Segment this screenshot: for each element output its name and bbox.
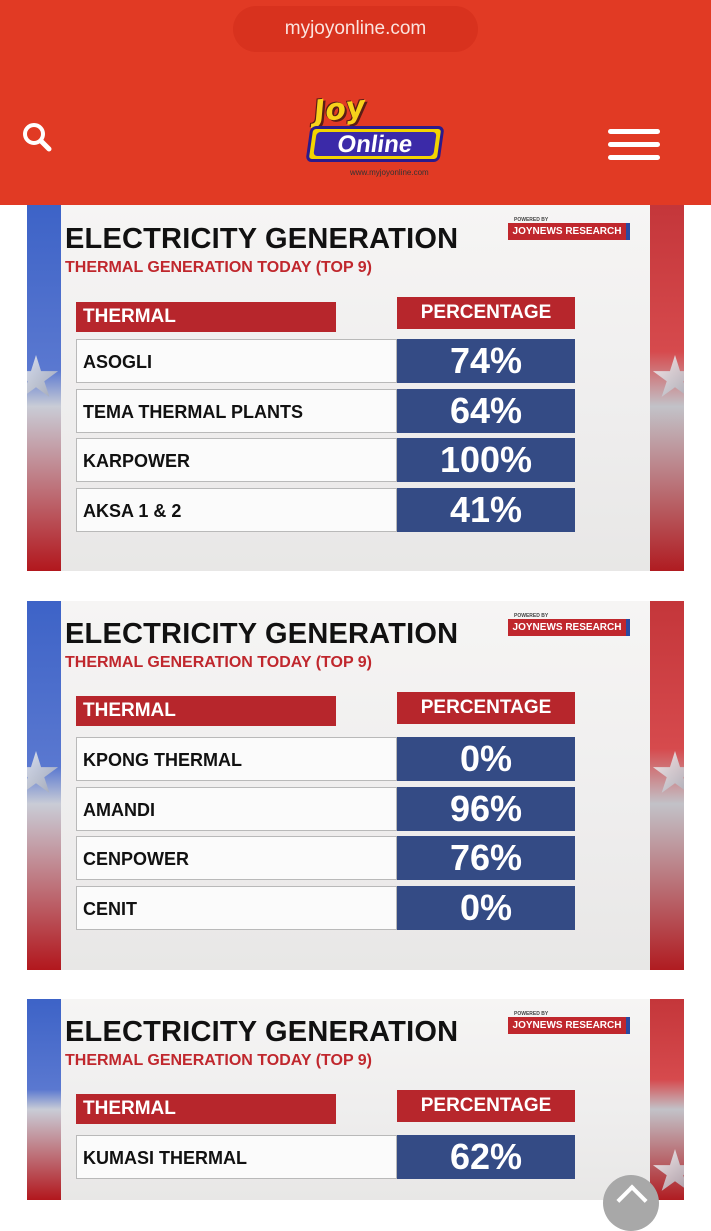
logo-joy-text: Joy xyxy=(312,89,368,130)
logo-url: www.myjoyonline.com xyxy=(350,168,429,177)
hamburger-menu-icon[interactable] xyxy=(608,125,662,165)
joy-online-logo[interactable]: Joy Online www.myjoyonline.com xyxy=(304,89,454,184)
percentage-column-header: PERCENTAGE xyxy=(397,1090,575,1122)
plant-percentage: 0% xyxy=(397,886,575,930)
thermal-column-header: THERMAL xyxy=(76,302,336,332)
powered-by-label: POWERED BY xyxy=(514,217,549,223)
joynews-research-badge: JOYNEWS RESEARCH xyxy=(508,223,630,240)
infographic-card-1: ELECTRICITY GENERATION THERMAL GENERATIO… xyxy=(27,205,684,571)
plant-name: KUMASI THERMAL xyxy=(76,1135,397,1179)
percentage-column-header: PERCENTAGE xyxy=(397,692,575,724)
card-title: ELECTRICITY GENERATION xyxy=(65,1016,459,1048)
powered-by-label: POWERED BY xyxy=(514,1011,549,1017)
plant-name: KARPOWER xyxy=(76,438,397,482)
card-title: ELECTRICITY GENERATION xyxy=(65,223,459,255)
plant-percentage: 74% xyxy=(397,339,575,383)
plant-percentage: 41% xyxy=(397,488,575,532)
thermal-column-header: THERMAL xyxy=(76,696,336,726)
table-row: KPONG THERMAL 0% xyxy=(76,737,575,781)
table-row: AKSA 1 & 2 41% xyxy=(76,488,575,532)
infographic-card-2: ELECTRICITY GENERATION THERMAL GENERATIO… xyxy=(27,601,684,970)
plant-percentage: 64% xyxy=(397,389,575,433)
plant-percentage: 62% xyxy=(397,1135,575,1179)
logo-online-box: Online xyxy=(305,126,445,162)
plant-name: CENPOWER xyxy=(76,836,397,880)
table-row: KARPOWER 100% xyxy=(76,438,575,482)
url-bar[interactable]: myjoyonline.com xyxy=(233,6,478,52)
card-subtitle: THERMAL GENERATION TODAY (TOP 9) xyxy=(65,1052,373,1069)
chevron-up-icon[interactable] xyxy=(603,1175,659,1231)
plant-name: CENIT xyxy=(76,886,397,930)
site-header: myjoyonline.com Joy Online www.myjoyonli… xyxy=(0,0,711,205)
thermal-column-header: THERMAL xyxy=(76,1094,336,1124)
table-row: ASOGLI 74% xyxy=(76,339,575,383)
joynews-research-badge: JOYNEWS RESEARCH xyxy=(508,1017,630,1034)
logo-online-text: Online xyxy=(313,131,437,158)
percentage-column-header: PERCENTAGE xyxy=(397,297,575,329)
table-row: CENIT 0% xyxy=(76,886,575,930)
plant-percentage: 100% xyxy=(397,438,575,482)
plant-name: AKSA 1 & 2 xyxy=(76,488,397,532)
joynews-research-badge: JOYNEWS RESEARCH xyxy=(508,619,630,636)
table-row: AMANDI 96% xyxy=(76,787,575,831)
search-icon[interactable] xyxy=(18,118,58,158)
card-subtitle: THERMAL GENERATION TODAY (TOP 9) xyxy=(65,259,373,276)
plant-name: TEMA THERMAL PLANTS xyxy=(76,389,397,433)
plant-percentage: 96% xyxy=(397,787,575,831)
plant-percentage: 0% xyxy=(397,737,575,781)
powered-by-label: POWERED BY xyxy=(514,613,549,619)
plant-name: AMANDI xyxy=(76,787,397,831)
plant-name: ASOGLI xyxy=(76,339,397,383)
card-subtitle: THERMAL GENERATION TODAY (TOP 9) xyxy=(65,654,373,671)
infographic-card-3: ELECTRICITY GENERATION THERMAL GENERATIO… xyxy=(27,999,684,1200)
table-row: KUMASI THERMAL 62% xyxy=(76,1135,575,1179)
table-row: TEMA THERMAL PLANTS 64% xyxy=(76,389,575,433)
table-row: CENPOWER 76% xyxy=(76,836,575,880)
plant-percentage: 76% xyxy=(397,836,575,880)
plant-name: KPONG THERMAL xyxy=(76,737,397,781)
card-title: ELECTRICITY GENERATION xyxy=(65,618,459,650)
